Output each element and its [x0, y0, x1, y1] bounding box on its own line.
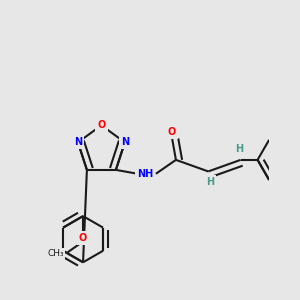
Text: O: O: [97, 120, 106, 130]
Text: CH₃: CH₃: [47, 249, 64, 258]
Text: O: O: [168, 127, 176, 137]
Text: NH: NH: [137, 169, 153, 179]
Text: H: H: [235, 144, 243, 154]
Text: O: O: [79, 233, 87, 243]
Text: N: N: [74, 137, 82, 147]
Text: H: H: [206, 177, 214, 187]
Text: N: N: [121, 137, 129, 147]
